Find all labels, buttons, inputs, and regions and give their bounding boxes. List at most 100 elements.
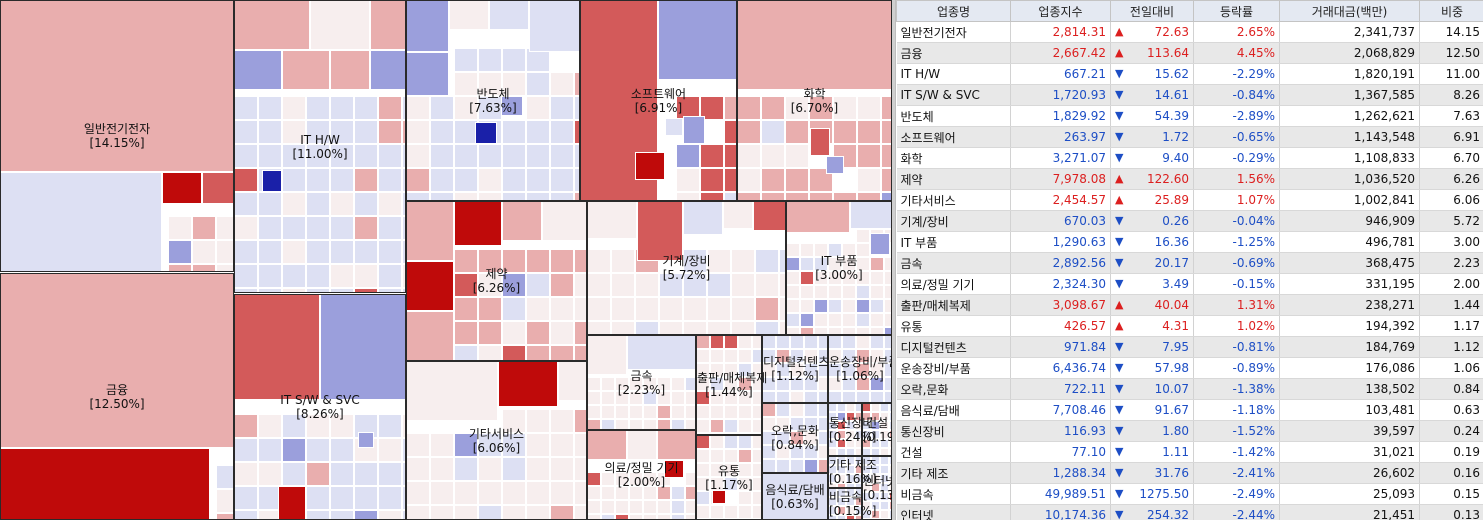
stock-tile[interactable] — [755, 249, 779, 273]
stock-tile[interactable] — [683, 116, 705, 144]
stock-tile[interactable] — [761, 168, 785, 192]
sector-block[interactable]: 운송장비/부품[1.06%] — [828, 335, 892, 403]
stock-tile[interactable] — [804, 431, 818, 445]
table-row[interactable]: 기타서비스 2,454.57 ▲ 25.89 1.07% 1,002,841 6.06 — [896, 189, 1483, 211]
stock-tile[interactable] — [738, 449, 752, 463]
stock-tile[interactable] — [871, 474, 880, 483]
stock-tile[interactable] — [761, 144, 785, 168]
stock-tile[interactable] — [454, 481, 478, 505]
stock-tile[interactable] — [330, 462, 354, 486]
stock-tile[interactable] — [234, 192, 258, 216]
stock-tile[interactable] — [804, 349, 818, 363]
stock-tile[interactable] — [737, 0, 892, 90]
stock-tile[interactable] — [683, 273, 707, 297]
stock-tile[interactable] — [282, 240, 306, 264]
table-row[interactable]: 소프트웨어 263.97 ▼ 1.72 -0.65% 1,143,548 6.91 — [896, 126, 1483, 148]
stock-tile[interactable] — [870, 257, 884, 271]
stock-tile[interactable] — [856, 313, 870, 327]
stock-tile[interactable] — [601, 472, 615, 486]
stock-tile[interactable] — [880, 510, 889, 519]
stock-tile[interactable] — [430, 120, 454, 144]
stock-tile[interactable] — [738, 419, 752, 433]
stock-tile[interactable] — [615, 377, 629, 391]
stock-tile[interactable] — [354, 486, 378, 510]
stock-tile[interactable] — [258, 216, 282, 240]
stock-tile[interactable] — [587, 430, 627, 460]
table-row[interactable]: 출판/매체복제 3,098.67 ▲ 40.04 1.31% 238,271 1.44 — [896, 294, 1483, 316]
stock-tile[interactable] — [828, 243, 842, 257]
stock-tile[interactable] — [710, 449, 724, 463]
table-row[interactable]: 화학 3,271.07 ▼ 9.40 -0.29% 1,108,833 6.70 — [896, 147, 1483, 169]
stock-tile[interactable] — [800, 271, 814, 285]
stock-tile[interactable] — [671, 377, 685, 391]
sector-block[interactable]: 건설[0.19%] — [862, 403, 892, 456]
stock-tile[interactable] — [306, 438, 330, 462]
stock-tile[interactable] — [683, 297, 707, 321]
stock-tile[interactable] — [306, 240, 330, 264]
stock-tile[interactable] — [790, 417, 804, 431]
stock-tile[interactable] — [738, 477, 752, 491]
stock-tile[interactable] — [871, 465, 880, 474]
stock-tile[interactable] — [430, 96, 454, 120]
sector-block[interactable]: 일반전기전자 [14.15%] — [0, 0, 234, 272]
stock-tile[interactable] — [306, 264, 330, 288]
stock-tile[interactable] — [454, 72, 478, 96]
sector-block[interactable]: 통신장비 [0.24%] — [828, 403, 876, 456]
stock-tile[interactable] — [871, 483, 880, 492]
stock-tile[interactable] — [790, 445, 804, 459]
stock-tile[interactable] — [406, 457, 430, 481]
stock-tile[interactable] — [790, 349, 804, 363]
stock-tile[interactable] — [871, 421, 880, 430]
stock-tile[interactable] — [664, 460, 684, 478]
stock-tile[interactable] — [550, 481, 574, 505]
stock-tile[interactable] — [478, 321, 502, 345]
stock-tile[interactable] — [502, 273, 526, 297]
stock-tile[interactable] — [833, 96, 857, 120]
stock-tile[interactable] — [790, 377, 804, 391]
stock-tile[interactable] — [526, 273, 550, 297]
table-row[interactable]: 제약 7,978.08 ▲ 122.60 1.56% 1,036,520 6.26 — [896, 168, 1483, 190]
stock-tile[interactable] — [615, 391, 629, 405]
stock-tile[interactable] — [724, 349, 738, 363]
stock-tile[interactable] — [282, 50, 330, 90]
stock-tile[interactable] — [842, 243, 856, 257]
stock-tile[interactable] — [712, 490, 726, 504]
stock-tile[interactable] — [710, 377, 724, 391]
stock-tile[interactable] — [724, 463, 738, 477]
stock-tile[interactable] — [671, 500, 685, 514]
stock-tile[interactable] — [724, 377, 738, 391]
stock-tile[interactable] — [676, 168, 700, 192]
stock-tile[interactable] — [550, 457, 574, 481]
stock-tile[interactable] — [501, 96, 523, 116]
stock-tile[interactable] — [306, 462, 330, 486]
stock-tile[interactable] — [880, 465, 889, 474]
stock-tile[interactable] — [454, 96, 478, 120]
stock-tile[interactable] — [870, 349, 884, 363]
stock-tile[interactable] — [676, 144, 700, 168]
stock-tile[interactable] — [665, 118, 683, 136]
stock-tile[interactable] — [282, 96, 306, 120]
stock-tile[interactable] — [804, 445, 818, 459]
stock-tile[interactable] — [828, 257, 842, 271]
stock-tile[interactable] — [378, 240, 402, 264]
stock-tile[interactable] — [846, 506, 855, 515]
stock-tile[interactable] — [587, 335, 627, 375]
stock-tile[interactable] — [857, 120, 881, 144]
stock-tile[interactable] — [880, 439, 889, 448]
stock-tile[interactable] — [814, 299, 828, 313]
table-row[interactable]: 유통 426.57 ▲ 4.31 1.02% 194,392 1.17 — [896, 315, 1483, 337]
stock-tile[interactable] — [354, 240, 378, 264]
stock-tile[interactable] — [526, 72, 550, 96]
stock-tile[interactable] — [837, 474, 846, 483]
table-row[interactable]: 금속 2,892.56 ▼ 20.17 -0.69% 368,475 2.23 — [896, 252, 1483, 274]
stock-tile[interactable] — [856, 243, 870, 257]
stock-tile[interactable] — [330, 50, 370, 90]
stock-tile[interactable] — [478, 273, 502, 297]
stock-tile[interactable] — [880, 492, 889, 501]
stock-tile[interactable] — [846, 421, 855, 430]
stock-tile[interactable] — [502, 72, 526, 96]
stock-tile[interactable] — [615, 472, 629, 486]
stock-tile[interactable] — [502, 168, 526, 192]
stock-tile[interactable] — [526, 168, 550, 192]
stock-tile[interactable] — [282, 192, 306, 216]
